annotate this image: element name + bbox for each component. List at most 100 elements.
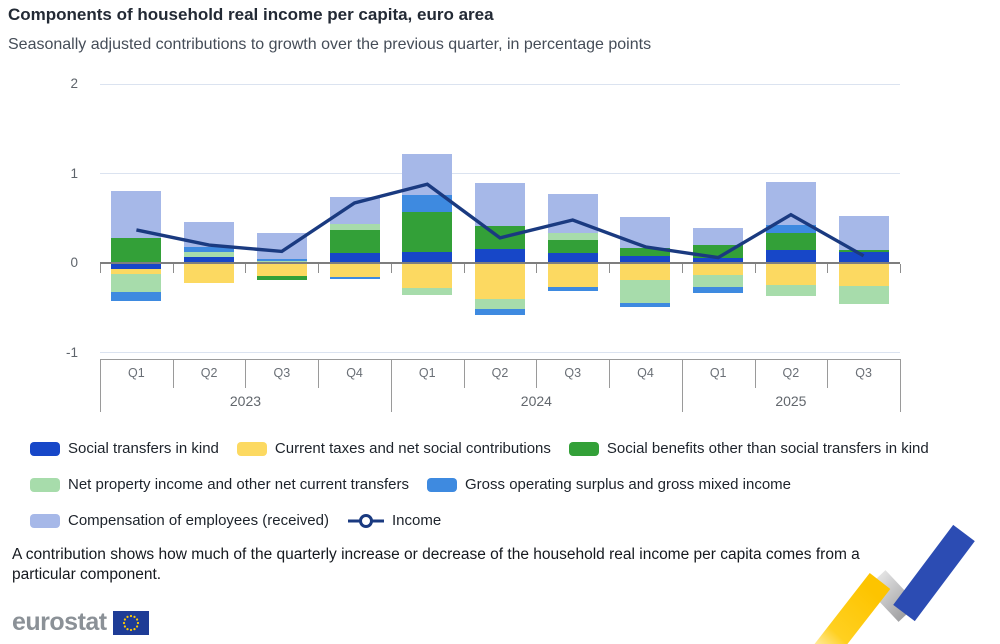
bar-segment [184,246,235,253]
zero-axis-tick [463,264,465,273]
bar-segment [475,183,525,227]
bar-segment [402,211,453,253]
legend-swatch-icon [427,477,458,492]
zero-axis-tick [318,264,320,273]
eu-flag-icon [112,610,149,635]
zero-axis-tick [609,264,611,273]
y-axis-tick-label: -1 [65,344,78,360]
legend-item: Compensation of employees (received) [30,512,329,529]
bar-segment [402,263,453,289]
bar-segment [256,261,307,263]
bar-segment [184,221,235,247]
chart-footnote: A contribution shows how much of the qua… [12,546,860,583]
legend-swatch-icon [568,441,599,456]
bar-segment [838,249,889,253]
bar-segment [184,256,235,263]
zero-axis-tick [754,264,756,273]
bar-segment [620,255,671,263]
x-axis-divider [318,359,320,388]
x-axis-right-border [900,359,901,412]
bar-segment [256,259,307,262]
gridline [100,352,900,353]
y-axis-tick-label: 1 [70,165,78,181]
legend-item: Current taxes and net social contributio… [236,440,551,457]
legend-swatch-icon [236,441,267,456]
bar-segment [329,277,380,280]
bar-segment [620,303,671,307]
bar-segment [402,194,453,212]
zero-axis-tick [100,264,101,273]
chart-subtitle: Seasonally adjusted contributions to gro… [8,36,652,53]
x-axis-divider [681,359,683,412]
bar-segment [693,257,744,263]
bar-segment [475,263,525,299]
x-axis-quarter-label: Q1 [418,366,436,380]
plot-area: 2 1 0 -1 Q1 Q2 Q3 Q4 Q1 Q2 Q3 Q4 Q1 Q2 Q3 2023 2024 2025 [65,76,901,412]
bar-segment [765,249,816,263]
bar-segment [693,287,744,293]
legend-item: Gross operating surplus and gross mixed … [427,476,791,493]
bar-segment [547,287,598,291]
x-axis-divider [463,359,465,388]
legend-item: Net property income and other net curren… [30,476,409,493]
bar-segment [184,252,235,257]
legend-item: Social transfers in kind [30,440,219,457]
bar-segment [547,239,598,254]
x-axis-quarter-label: Q3 [564,366,582,380]
gridline [100,83,900,85]
bar-segment [620,263,671,280]
x-axis-year-label: 2024 [520,393,552,409]
zero-axis-tick [390,264,392,273]
x-axis-quarter-label: Q3 [855,366,872,380]
x-axis-divider [536,359,538,388]
x-axis-divider [245,359,247,388]
bar-segment [693,263,744,275]
bar-segment [475,248,525,263]
bar-segment [256,263,307,277]
legend-swatch-icon [30,513,60,528]
zero-axis-tick [827,264,829,273]
x-axis-divider [390,359,392,412]
x-axis-quarter-label: Q4 [346,366,363,380]
bar-segment [111,263,162,270]
chart-legend: Social transfers in kind Current taxes an… [30,440,947,548]
y-axis-tick-label: 0 [70,255,78,270]
legend-label: Net property income and other net curren… [68,476,410,493]
legend-label: Income [391,512,442,529]
legend-item: Social benefits other than social transf… [568,440,929,457]
bar-segment [402,288,453,296]
bar-segment [547,263,598,288]
bar-segment [329,196,380,224]
x-axis-quarter-label: Q1 [709,366,727,380]
x-axis-divider [827,359,829,388]
bar-segment [765,181,816,225]
bar-segment [475,308,525,315]
bar-segment [329,263,380,278]
x-axis-year-label: 2025 [775,393,807,409]
x-axis-left-border [100,359,101,412]
zero-axis-tick [900,264,901,273]
bar-segment [838,215,889,250]
bar-segment [475,298,525,309]
bar-segment [693,274,744,288]
zero-axis-line [100,262,900,264]
x-axis-quarter-label: Q2 [200,366,218,380]
legend-swatch-icon [30,441,60,456]
legend-label: Gross operating surplus and gross mixed … [465,476,792,493]
bar-segment [111,269,162,274]
bar-segment [256,233,307,260]
bar-segment [838,263,889,287]
x-axis-divider [172,359,174,388]
bar-segment [111,291,162,301]
x-axis-divider [609,359,611,388]
bar-segment [693,228,744,246]
bar-segment [111,237,162,263]
bar-segment [402,153,453,195]
x-axis-quarter-label: Q2 [491,366,509,380]
bar-segment [329,223,380,230]
bar-segment [693,245,744,258]
bar-segment [838,286,889,305]
y-axis-tick-label: 2 [70,76,78,91]
legend-row: Net property income and other net curren… [30,476,947,493]
